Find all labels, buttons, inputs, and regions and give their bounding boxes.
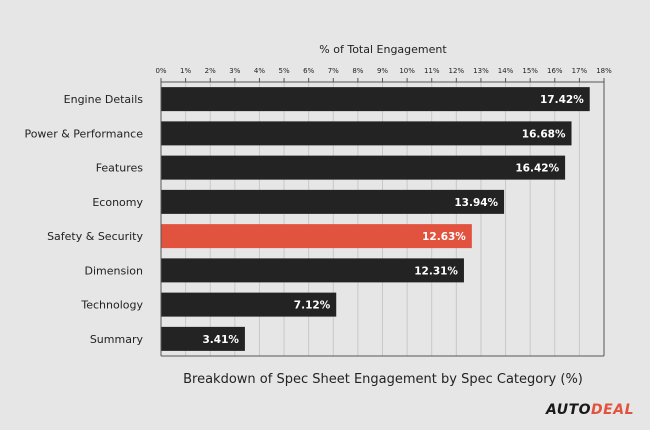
logo-part-deal: DEAL: [591, 402, 634, 418]
x-tick-label: 10%: [399, 67, 415, 75]
x-tick-label: 9%: [377, 67, 388, 75]
x-tick-label: 17%: [572, 67, 588, 75]
category-label: Dimension: [85, 264, 143, 277]
bar: [161, 224, 472, 249]
x-tick-label: 7%: [328, 67, 339, 75]
x-tick-label: 12%: [449, 67, 465, 75]
x-tick-label: 1%: [180, 67, 191, 75]
value-label: 12.63%: [422, 231, 466, 243]
value-label: 16.68%: [522, 128, 566, 140]
x-tick-label: 3%: [229, 67, 240, 75]
x-tick-label: 5%: [279, 67, 290, 75]
category-label: Engine Details: [64, 93, 144, 106]
category-label: Power & Performance: [24, 127, 143, 140]
value-label: 17.42%: [540, 94, 584, 106]
value-label: 16.42%: [515, 163, 559, 175]
x-tick-label: 13%: [473, 67, 489, 75]
bars: [161, 87, 590, 351]
bar: [161, 87, 590, 112]
x-axis-ticks: 0% 1% 2% 3% 4% 5% 6% 7% 8% 9% 10% 11% 12% 13% 14% 15% 16…: [155, 67, 612, 83]
x-tick-label: 8%: [352, 67, 363, 75]
category-label: Summary: [90, 333, 144, 346]
x-tick-label: 15%: [522, 67, 538, 75]
x-tick-label: 4%: [254, 67, 265, 75]
x-tick-label: 14%: [498, 67, 514, 75]
bar: [161, 258, 464, 283]
chart-title: % of Total Engagement: [319, 43, 447, 56]
x-tick-label: 16%: [547, 67, 563, 75]
value-labels: 17.42% 16.68% 16.42% 13.94% 12.63% 12.31% 7.12…: [202, 94, 584, 346]
category-labels: Engine Details Power & Performance Feature…: [24, 93, 143, 346]
value-label: 13.94%: [454, 197, 498, 209]
x-tick-label: 6%: [303, 67, 314, 75]
value-label: 3.41%: [202, 334, 239, 346]
category-label: Technology: [80, 299, 143, 312]
autodeal-logo: AUTODEAL: [546, 402, 634, 418]
category-label: Safety & Security: [47, 230, 143, 243]
bar: [161, 121, 572, 146]
bar: [161, 292, 337, 317]
logo-part-auto: AUTO: [546, 402, 592, 418]
chart-caption: Breakdown of Spec Sheet Engagement by Sp…: [183, 372, 583, 387]
x-tick-label: 2%: [205, 67, 216, 75]
value-label: 12.31%: [414, 265, 458, 277]
x-tick-label: 0%: [155, 67, 166, 75]
x-tick-label: 18%: [596, 67, 612, 75]
category-label: Economy: [92, 196, 143, 209]
bar: [161, 326, 245, 351]
x-tick-label: 11%: [424, 67, 440, 75]
bar: [161, 189, 505, 214]
category-label: Features: [96, 162, 144, 175]
bar: [161, 155, 566, 180]
value-label: 7.12%: [294, 300, 331, 312]
